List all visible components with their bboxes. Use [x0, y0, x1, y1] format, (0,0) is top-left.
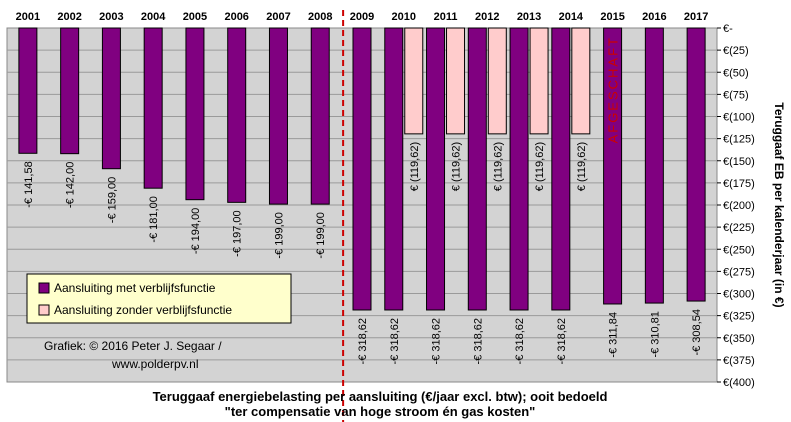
bar-label-met: -€ 318,62: [472, 318, 484, 364]
bar-met-verblijfsfunctie: [644, 27, 664, 304]
x-tick-label: 2006: [224, 11, 248, 23]
bar-label-met: -€ 318,62: [556, 318, 568, 364]
legend-label-met: Aansluiting met verblijfsfunctie: [54, 281, 216, 295]
bar-label-met: -€ 194,00: [190, 208, 202, 254]
legend-box: [26, 273, 292, 324]
y-tick-label: €(325): [723, 311, 755, 323]
bar-label-met: -€ 308,54: [691, 309, 703, 355]
y-tick-label: €(200): [723, 200, 755, 212]
y-axis-label: Teruggaaf EB per kalenderjaar (in €): [772, 102, 786, 307]
bar-met-verblijfsfunctie: [603, 27, 623, 305]
x-tick-label: 2015: [600, 11, 624, 23]
bar-label-zonder: € (119,62): [492, 142, 504, 191]
bars: [18, 27, 706, 311]
bar-label-met: -€ 310,81: [649, 311, 661, 357]
x-tick-label: 2009: [350, 11, 374, 23]
legend: Aansluiting met verblijfsfunctie Aanslui…: [26, 273, 292, 324]
y-tick-label: €(275): [723, 266, 755, 278]
y-tick-label: €(175): [723, 178, 755, 190]
chart-title-line-1: Teruggaaf energiebelasting per aansluiti…: [153, 389, 608, 404]
bar-label-zonder: € (119,62): [534, 142, 546, 191]
bar-label-met: -€ 142,00: [65, 162, 77, 208]
bar-label-zonder: € (119,62): [409, 142, 421, 191]
y-tick-labels: €- €(25) €(50) €(75) €(100) €(125) €(150) €(175…: [717, 23, 755, 389]
legend-swatch-met: [38, 282, 50, 294]
bar-label-met: -€ 181,00: [148, 196, 160, 242]
x-tick-label: 2005: [183, 11, 207, 23]
bar-label-met: -€ 318,62: [357, 318, 369, 364]
bar-met-verblijfsfunctie: [143, 27, 163, 189]
bar-label-met: -€ 159,00: [106, 177, 118, 223]
credit-line-1: Grafiek: © 2016 Peter J. Segaar /: [44, 339, 222, 353]
bar-met-verblijfsfunctie: [686, 27, 706, 302]
bar-met-verblijfsfunctie: [352, 27, 372, 311]
y-tick-label: €(350): [723, 333, 755, 345]
bar-label-met: -€ 318,62: [389, 318, 401, 364]
bar-labels: -€ 141,58 -€ 142,00 -€ 159,00 -€ 181,00 -€ 1…: [23, 142, 703, 365]
x-tick-label: 2014: [559, 11, 584, 23]
x-tick-label: 2001: [16, 11, 40, 23]
bar-label-met: -€ 199,00: [315, 212, 327, 258]
bar-met-verblijfsfunctie: [384, 27, 404, 311]
credit-line-2: www.polderpv.nl: [111, 357, 198, 371]
y-tick-label: €(225): [723, 222, 755, 234]
x-tick-label: 2003: [99, 11, 123, 23]
bar-met-verblijfsfunctie: [310, 27, 330, 205]
y-tick-label: €(400): [723, 377, 755, 389]
afgeschaft-annotation: AFGESCHAFT: [606, 36, 621, 143]
x-tick-label: 2002: [57, 11, 81, 23]
bar-met-verblijfsfunctie: [551, 27, 571, 311]
x-tick-label: 2013: [517, 11, 541, 23]
y-tick-label: €(50): [723, 67, 749, 79]
bar-zonder-verblijfsfunctie: [529, 27, 549, 135]
bar-zonder-verblijfsfunctie: [404, 27, 424, 135]
x-tick-label: 2008: [308, 11, 332, 23]
bar-label-met: -€ 318,62: [514, 318, 526, 364]
y-tick-label: €(150): [723, 156, 755, 168]
y-tick-label: €(125): [723, 134, 755, 146]
chart-title-line-2: "ter compensatie van hoge stroom én gas …: [225, 404, 536, 419]
y-tick-label: €(375): [723, 355, 755, 367]
bar-met-verblijfsfunctie: [426, 27, 446, 311]
bar-label-met: -€ 318,62: [431, 318, 443, 364]
legend-swatch-zonder: [38, 304, 50, 316]
bar-met-verblijfsfunctie: [18, 27, 38, 154]
bar-zonder-verblijfsfunctie: [571, 27, 591, 135]
y-tick-label: €(75): [723, 89, 749, 101]
bar-met-verblijfsfunctie: [101, 27, 121, 170]
x-tick-label: 2010: [392, 11, 416, 23]
bar-label-zonder: € (119,62): [451, 142, 463, 191]
bar-label-met: -€ 311,84: [608, 312, 620, 358]
bar-met-verblijfsfunctie: [509, 27, 529, 311]
bar-met-verblijfsfunctie: [268, 27, 288, 205]
bar-met-verblijfsfunctie: [60, 27, 80, 155]
x-tick-label: 2012: [475, 11, 499, 23]
y-tick-label: €(250): [723, 244, 755, 256]
bar-label-met: -€ 197,00: [232, 210, 244, 256]
x-tick-labels: 2001 2002 2003 2004 2005 2006 2007 2008 2009 2010…: [16, 11, 709, 23]
y-tick-label: €(300): [723, 289, 755, 301]
x-tick-label: 2017: [684, 11, 708, 23]
x-tick-label: 2007: [266, 11, 290, 23]
bar-label-met: -€ 141,58: [23, 161, 35, 207]
y-tick-label: €-: [723, 23, 733, 35]
bar-zonder-verblijfsfunctie: [446, 27, 466, 135]
x-tick-label: 2004: [141, 11, 166, 23]
bar-met-verblijfsfunctie: [185, 27, 205, 201]
bar-label-met: -€ 199,00: [273, 212, 285, 258]
x-tick-label: 2016: [642, 11, 666, 23]
bar-met-verblijfsfunctie: [467, 27, 487, 311]
legend-label-zonder: Aansluiting zonder verblijfsfunctie: [54, 303, 232, 317]
bar-zonder-verblijfsfunctie: [487, 27, 507, 135]
x-tick-label: 2011: [434, 11, 458, 23]
bar-met-verblijfsfunctie: [227, 27, 247, 203]
y-tick-label: €(100): [723, 112, 755, 124]
bar-label-zonder: € (119,62): [576, 142, 588, 191]
y-tick-label: €(25): [723, 45, 749, 57]
